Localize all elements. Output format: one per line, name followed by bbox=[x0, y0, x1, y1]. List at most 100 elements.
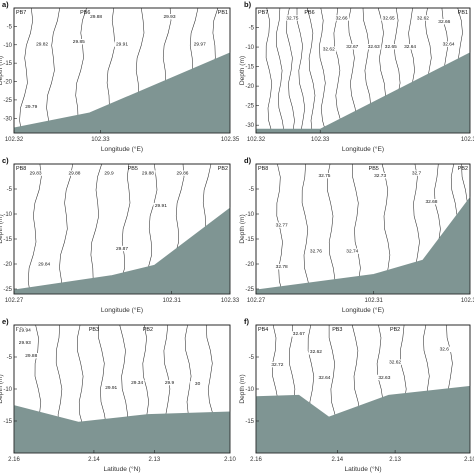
contour-label-bg bbox=[129, 379, 145, 386]
contour-line bbox=[319, 7, 327, 134]
x-axis-title: Longitude (°E) bbox=[342, 145, 384, 153]
contour-label-bg bbox=[441, 41, 457, 47]
y-tick-label: -5 bbox=[249, 187, 255, 193]
y-tick-label: -15 bbox=[245, 65, 254, 71]
station-label: PB2 bbox=[218, 166, 228, 172]
station-label: PB3 bbox=[332, 327, 342, 333]
contour-label-bg bbox=[23, 104, 39, 110]
y-tick-label: -10 bbox=[3, 387, 12, 393]
contour-label-bg bbox=[381, 15, 397, 21]
contour-label-bg bbox=[101, 170, 117, 176]
station-label: PB2 bbox=[143, 327, 153, 333]
station-label: PB6 bbox=[304, 10, 314, 16]
contour-label: 29.85 bbox=[73, 39, 85, 45]
y-tick-label: -15 bbox=[3, 61, 12, 67]
contour-label: 32.65 bbox=[383, 15, 395, 21]
x-tick-label: 2.13 bbox=[389, 457, 401, 463]
station-label: PB4 bbox=[258, 327, 268, 333]
y-tick-label: -30 bbox=[245, 123, 254, 129]
contour-label-bg bbox=[387, 359, 403, 365]
x-axis-title: Longitude (°E) bbox=[342, 306, 384, 314]
contour-label: 29.79 bbox=[25, 104, 37, 110]
contour-label-bg bbox=[376, 374, 392, 381]
contour-line bbox=[46, 7, 60, 134]
contour-label: 32.67 bbox=[293, 331, 305, 337]
station-label: PB5 bbox=[128, 166, 138, 172]
panel-d: -5 -10 -15 -20 -25 102.27 102.31 102.33 Longitud… bbox=[239, 156, 474, 314]
contour-label-bg bbox=[291, 331, 307, 337]
x-tick-label: 102.31 bbox=[163, 298, 182, 304]
contour-label-bg bbox=[423, 199, 439, 205]
contour-line bbox=[276, 7, 285, 134]
x-tick-label: 2.16 bbox=[8, 457, 20, 463]
contour-label-bg bbox=[23, 353, 39, 359]
panel-letter: f) bbox=[244, 317, 249, 326]
panel-letter: a) bbox=[2, 0, 9, 9]
y-axis-title: Depth (m) bbox=[239, 374, 246, 403]
station-label: PB8 bbox=[258, 166, 268, 172]
contour-label-bg bbox=[174, 170, 190, 176]
x-tick-label: 102.33 bbox=[221, 298, 240, 304]
contour-label: 32.73 bbox=[374, 173, 386, 179]
x-tick-label: 2.14 bbox=[331, 457, 343, 463]
x-tick-label: 102.35 bbox=[221, 137, 240, 143]
contour-label: 32.76 bbox=[310, 248, 322, 254]
contour-label-bg bbox=[153, 202, 169, 209]
contour-line bbox=[296, 8, 306, 134]
station-label: PB1 bbox=[458, 10, 468, 16]
panel-letter: c) bbox=[2, 156, 9, 165]
y-tick-label: -10 bbox=[3, 212, 12, 218]
x-axis-title: Longitude (°E) bbox=[101, 145, 143, 153]
plot-border bbox=[255, 7, 471, 134]
contour-label: 29.93 bbox=[19, 340, 31, 346]
panel-letter: d) bbox=[244, 156, 252, 165]
contour-label: 32.62 bbox=[389, 359, 401, 365]
contour-label-bg bbox=[274, 264, 290, 270]
contour-label: 29.91 bbox=[155, 203, 167, 209]
station-label: PB1 bbox=[218, 10, 228, 16]
x-tick-label: 2.16 bbox=[250, 457, 262, 463]
x-tick-label: 2.10 bbox=[224, 457, 236, 463]
contour-label-bg bbox=[308, 349, 324, 355]
contour-label-bg bbox=[28, 170, 44, 176]
contour-label-bg bbox=[344, 44, 360, 50]
contour-label: 29.88 bbox=[90, 14, 102, 20]
contour-label: 32.78 bbox=[276, 264, 288, 270]
panel-e: -5 -10 -15 2.16 2.14 2.13 2.10 Latitude (°N) Dep… bbox=[0, 317, 236, 473]
x-tick-label: 2.14 bbox=[88, 457, 100, 463]
x-axis-title: Latitude (°N) bbox=[103, 465, 140, 473]
contour-label-bg bbox=[402, 44, 418, 50]
contour-label: 29.88 bbox=[68, 170, 80, 176]
station-label: PB8 bbox=[16, 166, 26, 172]
contour-label: 32.6 bbox=[440, 347, 450, 353]
y-tick-label: -25 bbox=[245, 104, 254, 110]
contour-label-bg bbox=[316, 374, 332, 381]
x-tick-label: 102.31 bbox=[365, 298, 384, 304]
contour-line bbox=[89, 163, 102, 295]
station-label: PB2 bbox=[390, 327, 400, 333]
contour-label-bg bbox=[17, 327, 33, 333]
station-label: PB5 bbox=[369, 166, 379, 172]
contour-label-bg bbox=[383, 44, 399, 50]
station-label: PB2 bbox=[458, 166, 468, 172]
y-axis-title: Depth (m) bbox=[239, 56, 246, 85]
contour-line bbox=[19, 7, 33, 134]
contour-line bbox=[74, 7, 87, 134]
contour-label: 29.83 bbox=[30, 170, 42, 176]
contour-label-bg bbox=[17, 340, 33, 346]
contour-label-bg bbox=[34, 41, 50, 47]
y-tick-label: -10 bbox=[3, 43, 12, 49]
contour-line bbox=[333, 7, 343, 134]
y-tick-label: -15 bbox=[245, 419, 254, 425]
contour-label: 30 bbox=[195, 381, 201, 387]
contour-label: 32.62 bbox=[323, 47, 335, 53]
contour-label: 29.91 bbox=[116, 42, 128, 48]
contour-line bbox=[276, 163, 284, 295]
plot-border bbox=[13, 163, 231, 295]
contour-label-bg bbox=[162, 379, 178, 386]
station-label: PB7 bbox=[258, 10, 268, 16]
panel-b: -5 -10 -15 -20 -25 -30 102.32 102.33 102.36 Longi… bbox=[239, 0, 474, 153]
x-tick-label: 102.27 bbox=[247, 298, 266, 304]
contour-label: 32.74 bbox=[346, 248, 358, 254]
